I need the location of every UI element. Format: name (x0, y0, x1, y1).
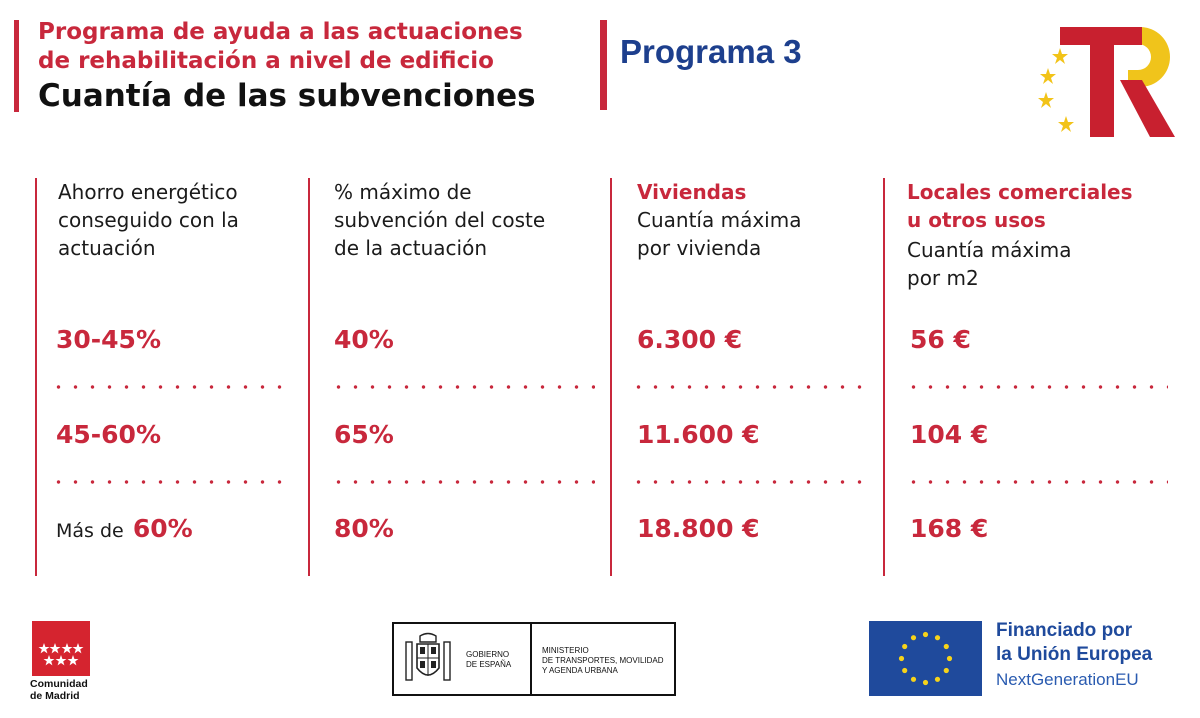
housing-value-row3: 18.800 € (637, 514, 760, 543)
spain-coat-of-arms-icon (404, 632, 452, 688)
madrid-label-line1: Comunidad (30, 678, 88, 690)
heading-line: actuación (58, 236, 156, 260)
heading-line: por m2 (907, 266, 979, 290)
madrid-label-line2: de Madrid (30, 690, 80, 702)
ministry-label-line3: Y AGENDA URBANA (542, 666, 618, 675)
column-heading-housing: Viviendas Cuantía máxima por vivienda (637, 178, 877, 262)
commercial-value-row2: 104 € (910, 420, 989, 449)
header-left-bar (14, 20, 19, 112)
heading-line: Cuantía máxima (637, 208, 802, 232)
ministry-label-line2: DE TRANSPORTES, MOVILIDAD (542, 656, 664, 665)
eu-label-line2: la Unión Europea (996, 644, 1153, 665)
eu-label-line1: Financiado por (996, 620, 1133, 641)
column-heading-max-percent: % máximo de subvención del coste de la a… (334, 178, 604, 262)
heading-line: por vivienda (637, 236, 762, 260)
header-subtitle: Programa de ayuda a las actuaciones de r… (38, 18, 598, 76)
column-heading-savings: Ahorro energético conseguido con la actu… (58, 178, 298, 262)
column-heading-commercial: Locales comerciales u otros usos Cuantía… (907, 178, 1187, 292)
housing-value-row1: 6.300 € (637, 325, 743, 354)
dotted-divider (630, 480, 865, 484)
gov-label-line2: DE ESPAÑA (466, 660, 512, 669)
eu-label: Financiado por la Unión Europea NextGene… (996, 619, 1152, 693)
column-divider-4 (883, 178, 885, 576)
tr-logo-icon (1030, 20, 1180, 140)
housing-value-row2: 11.600 € (637, 420, 760, 449)
madrid-label: Comunidad de Madrid (30, 678, 88, 702)
heading-line: Ahorro energético (58, 180, 238, 204)
max-percent-value-row1: 40% (334, 325, 394, 354)
savings-value-row1: 30-45% (56, 325, 162, 354)
gov-label: GOBIERNO DE ESPAÑA (466, 650, 511, 670)
heading-line: de la actuación (334, 236, 488, 260)
commercial-value-row1: 56 € (910, 325, 971, 354)
program-label: Programa 3 (620, 33, 802, 70)
dotted-divider (330, 385, 595, 389)
page-title: Cuantía de las subvenciones (38, 78, 536, 114)
heading-line: Cuantía máxima (907, 238, 1072, 262)
dotted-divider (630, 385, 865, 389)
heading-red-line: Locales comerciales (907, 180, 1133, 204)
column-divider-1 (35, 178, 37, 576)
heading-line: % máximo de (334, 180, 472, 204)
gov-label-line1: GOBIERNO (466, 650, 510, 659)
ministry-label-line1: MINISTERIO (542, 646, 589, 655)
column-divider-2 (308, 178, 310, 576)
madrid-flag-icon (32, 621, 90, 676)
heading-red-line: u otros usos (907, 208, 1046, 232)
dotted-divider (905, 480, 1168, 484)
ministry-label: MINISTERIO DE TRANSPORTES, MOVILIDAD Y A… (542, 646, 664, 676)
dotted-divider (50, 385, 293, 389)
program-bar (600, 20, 607, 110)
savings-value: 60% (132, 514, 193, 543)
header-subtitle-line2: de rehabilitación a nivel de edificio (38, 48, 494, 74)
column-divider-3 (610, 178, 612, 576)
heading-line: subvención del coste (334, 208, 546, 232)
max-percent-value-row3: 80% (334, 514, 394, 543)
heading-red-line: Viviendas (637, 180, 747, 204)
eu-label-line3: NextGenerationEU (996, 670, 1139, 689)
ministry-logo: GOBIERNO DE ESPAÑA MINISTERIO DE TRANSPO… (392, 622, 676, 696)
commercial-value-row3: 168 € (910, 514, 989, 543)
eu-flag-icon (869, 621, 982, 696)
dotted-divider (905, 385, 1168, 389)
savings-value-row2: 45-60% (56, 420, 162, 449)
dotted-divider (50, 480, 293, 484)
dotted-divider (330, 480, 595, 484)
ministry-divider (530, 624, 532, 694)
header-subtitle-line1: Programa de ayuda a las actuaciones (38, 19, 523, 45)
max-percent-value-row2: 65% (334, 420, 394, 449)
heading-line: conseguido con la (58, 208, 239, 232)
savings-prefix: Más de (56, 520, 124, 542)
savings-value-row3: Más de 60% (56, 514, 193, 543)
